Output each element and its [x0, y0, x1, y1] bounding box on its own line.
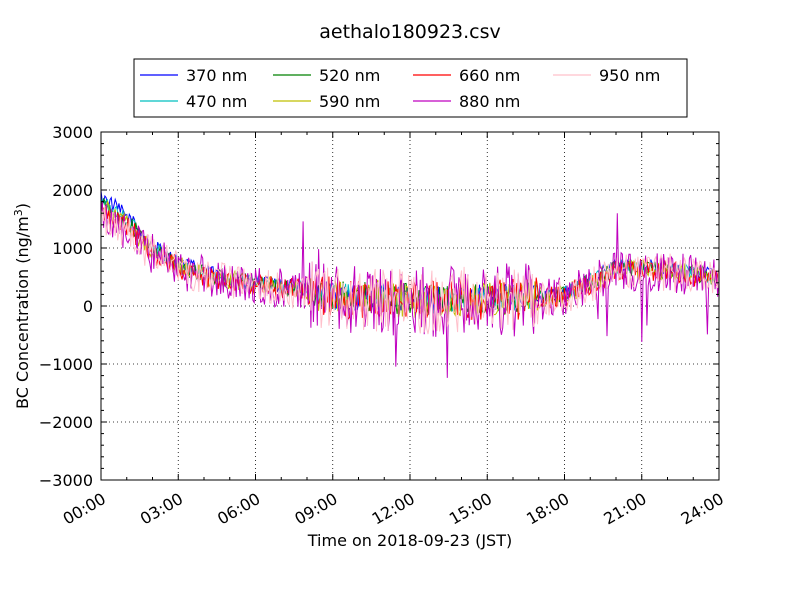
y-axis-label-main: BC Concentration (ng/m [13, 216, 32, 409]
legend-label: 660 nm [459, 66, 520, 85]
y-tick-label: −3000 [39, 471, 93, 490]
y-axis-label-superscript: 3 [12, 209, 25, 216]
y-tick-label: −2000 [39, 413, 93, 432]
x-tick-label: 18:00 [523, 489, 572, 529]
x-tick-label: 21:00 [600, 489, 649, 529]
y-tick-label: −1000 [39, 355, 93, 374]
legend-label: 590 nm [319, 92, 380, 111]
legend-label: 470 nm [186, 92, 247, 111]
legend: 370 nm 470 nm 520 nm 590 nm 660 nm 880 nm 950 … [133, 58, 688, 118]
legend-label: 950 nm [599, 66, 660, 85]
y-tick-label: 0 [83, 297, 93, 316]
y-tick-label: 2000 [52, 181, 93, 200]
axis-ticks [100, 131, 720, 481]
legend-label: 520 nm [319, 66, 380, 85]
chart-title: aethalo180923.csv [319, 21, 501, 43]
y-axis-label: BC Concentration (ng/m3) [12, 203, 32, 409]
series-line [100, 205, 720, 335]
legend-frame [133, 58, 688, 118]
y-axis-label-close: ) [13, 203, 32, 209]
x-tick-label: 00:00 [60, 489, 109, 529]
x-tick-label: 15:00 [446, 489, 495, 529]
y-tick-label: 3000 [52, 123, 93, 142]
plot-series [100, 190, 720, 378]
x-tick-labels: 00:00 03:00 06:00 09:00 12:00 15:00 18:00 21:00… [60, 489, 727, 529]
y-tick-label: 1000 [52, 239, 93, 258]
x-axis-label: Time on 2018-09-23 (JST) [307, 531, 512, 550]
x-tick-label: 03:00 [137, 489, 186, 529]
x-tick-label: 09:00 [291, 489, 340, 529]
y-tick-labels: 3000 2000 1000 0 −1000 −2000 −3000 [39, 123, 93, 490]
x-tick-label: 24:00 [678, 489, 727, 529]
x-tick-label: 12:00 [369, 489, 418, 529]
x-tick-label: 06:00 [214, 489, 263, 529]
grid [101, 132, 719, 480]
legend-label: 370 nm [186, 66, 247, 85]
legend-label: 880 nm [459, 92, 520, 111]
